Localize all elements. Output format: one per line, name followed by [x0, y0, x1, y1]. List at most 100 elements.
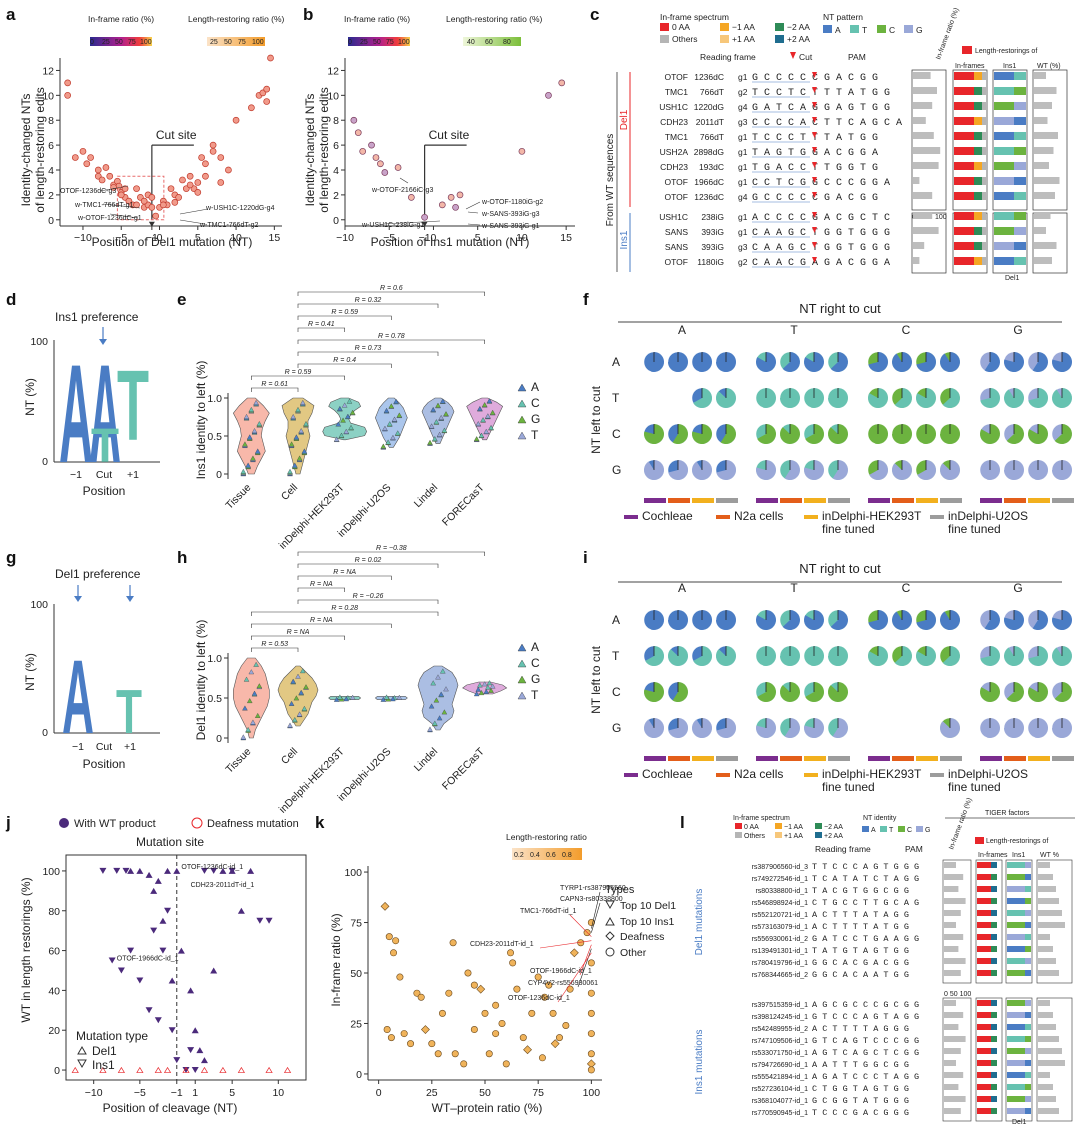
j-legend-deaf-dot [191, 817, 203, 829]
a-point [217, 179, 225, 186]
h-r-label-7: R = 0.02 [355, 557, 382, 564]
c-spectrum-swatch-1 [720, 23, 729, 31]
f-pie-slice [894, 388, 912, 408]
i-strip [756, 756, 778, 761]
b-anno-leader-3 [383, 220, 441, 225]
k-point [385, 933, 393, 941]
l-del-wt-bar-8 [1038, 958, 1056, 964]
e-r-bracket-8 [297, 291, 485, 296]
e-violin-point-4 [428, 423, 435, 429]
j-deafness-point [283, 1066, 292, 1073]
h-r-label-4: R = −0.26 [353, 593, 384, 600]
e-violin-point-5 [473, 436, 480, 442]
c-row-cut-icon-1 [812, 87, 817, 93]
f-legend-3-1: fine tuned [948, 522, 1001, 536]
l-spectrum-item-5: +2 AA [824, 833, 843, 840]
a-point [71, 154, 79, 161]
l-del-inframe-bar-6 [944, 934, 964, 940]
c-row-nt-b-5 [1014, 147, 1026, 155]
l-ins-wt-frame [1036, 997, 1073, 1122]
l-ins-nt0-4 [1007, 1048, 1025, 1054]
l-nt-swatch-3 [916, 826, 923, 832]
i-row-2: C [612, 685, 621, 699]
h-r-bracket-2 [251, 623, 392, 628]
j-del1-point [136, 867, 144, 874]
h-violin-0 [233, 657, 270, 739]
k-point [502, 1060, 510, 1068]
i-strip [804, 756, 826, 761]
e-violin-2 [322, 397, 367, 441]
e-violin-point-2 [341, 402, 348, 408]
k-type-0: Top 10 Del1 [620, 900, 676, 912]
l-del-nt0-5 [1007, 922, 1025, 928]
k-point [587, 1066, 595, 1074]
e-violin-point-4 [427, 439, 433, 445]
l-del-nt0-1 [1007, 874, 1025, 880]
c-del1-under: Del1 [1005, 275, 1020, 282]
b-point [456, 191, 464, 199]
h-violin-point-1 [301, 705, 308, 711]
c-row-mut-12: 1180iG [697, 257, 724, 267]
c-row-spec-2-4 [982, 132, 986, 140]
l-ins-spec1-7 [991, 1084, 997, 1090]
j-ins1-point [168, 1027, 176, 1034]
a-point [87, 154, 94, 161]
c-row-spec-0-11 [954, 242, 974, 250]
b-ytick-5: 10 [327, 90, 339, 102]
h-legend-1: C [531, 656, 540, 670]
c-row-spec-2-1 [982, 87, 986, 95]
h-ytick-2: 1.0 [207, 653, 222, 665]
k-point-diamond [380, 901, 390, 911]
j-deafness-point [99, 1066, 107, 1073]
panel-i: i NT right to cut NT left to cut A T C G A T C… [583, 548, 1074, 794]
b-anno-0: w-OTOF-2166iC-g3 [371, 187, 433, 194]
j-xtick-4: 5 [229, 1087, 235, 1099]
l-del-inframe-bar-1 [944, 874, 964, 880]
e-violin-point-0 [251, 428, 258, 434]
f-row-0: A [612, 355, 620, 369]
a-point [202, 160, 209, 168]
k-point [413, 989, 421, 997]
e-violin-point-3 [383, 407, 390, 413]
l-ins-seq-7: C T G G T A G T G G [812, 1084, 909, 1094]
l-del-seq-4: A C T T T A T A G G [812, 910, 909, 920]
a-anno-leader-3 [179, 208, 209, 215]
k-xtick-4: 100 [583, 1087, 601, 1099]
f-pie-slice [805, 423, 825, 444]
j-ins1-point [210, 867, 218, 874]
b-ytick-0: 0 [333, 215, 339, 227]
h-legend-icon-3 [517, 691, 527, 700]
a-point [198, 154, 205, 161]
l-ins-wt-bar-8 [1038, 1096, 1056, 1102]
l-del-ins1-frame [1005, 859, 1033, 984]
h-violin-5 [462, 681, 508, 695]
panel-letter-i: i [583, 548, 588, 567]
e-violin-point-2 [340, 417, 346, 423]
e-legend-icon-2 [517, 415, 527, 424]
a-point [209, 141, 217, 149]
c-row-nt-a-0 [994, 72, 1014, 80]
h-violin-point-2 [349, 694, 356, 700]
l-ins-seq-9: T C C C G A C G G G [812, 1108, 909, 1118]
c-row-wt-bar-2 [1034, 102, 1052, 109]
j-ins1-point [154, 1017, 162, 1024]
c-row-spec-0-6 [954, 162, 974, 170]
i-pie-slice [805, 682, 824, 703]
j-ins1-point [113, 867, 121, 874]
a-ytick-6: 12 [42, 65, 54, 77]
j-ins1-point [117, 967, 125, 974]
a-point [79, 147, 87, 155]
l-ins-seq-1: G T C C C A G T A G G [812, 1012, 919, 1022]
i-legend-swatch-0 [624, 773, 638, 777]
e-legend-1: C [531, 396, 540, 410]
c-cut-label: Cut [799, 52, 813, 62]
a-point [248, 104, 255, 112]
c-spectrum-item-1: −1 AA [732, 22, 755, 32]
l-del-wt-bar-9 [1038, 970, 1059, 976]
c-row-mut-7: 1966dC [694, 177, 724, 187]
f-row-1: T [612, 391, 620, 405]
h-r-bracket-6 [297, 575, 392, 580]
c-row-spec-1-12 [974, 257, 982, 265]
l-nt-item-2: C [907, 827, 912, 834]
j-frame [65, 854, 307, 1081]
